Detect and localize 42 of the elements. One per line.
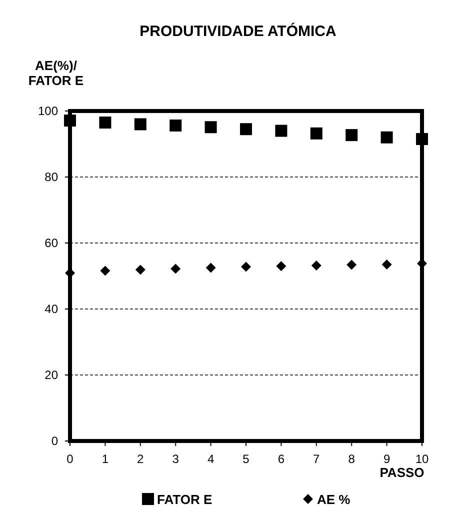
- point: [64, 114, 76, 127]
- point: [206, 262, 216, 273]
- point: [170, 264, 181, 274]
- point: [275, 124, 288, 137]
- x-tick-label: 10: [415, 452, 429, 466]
- y-tick-label: 40: [44, 302, 58, 316]
- y-tick-label: 60: [44, 236, 58, 250]
- x-tick-label: 0: [66, 452, 74, 466]
- point: [99, 116, 112, 129]
- point: [346, 129, 358, 142]
- x-tick-label: 4: [207, 452, 214, 466]
- point: [346, 260, 357, 270]
- point: [416, 133, 428, 146]
- x-tick-label: 3: [172, 452, 180, 466]
- x-axis-title: PASSO: [380, 465, 424, 480]
- point: [311, 260, 322, 270]
- x-tick-label: 5: [242, 452, 250, 466]
- point: [100, 266, 110, 276]
- point: [240, 123, 252, 136]
- point: [241, 262, 251, 272]
- chart-title: PRODUTIVIDADE ATÓMICA: [140, 22, 336, 40]
- legend-label: AE %: [317, 492, 351, 507]
- point: [310, 127, 322, 140]
- point: [276, 261, 286, 272]
- legend-label: FATOR E: [157, 492, 212, 507]
- x-tick-label: 7: [313, 452, 320, 466]
- x-tick-label: 1: [102, 452, 109, 466]
- point: [382, 259, 392, 270]
- point: [170, 120, 182, 132]
- point: [380, 131, 393, 144]
- x-tick-label: 8: [348, 452, 356, 466]
- y-tick-label: 100: [38, 104, 58, 118]
- x-tick-label: 2: [137, 452, 144, 466]
- x-tick-label: 6: [278, 452, 285, 466]
- y-axis-title: AE(%)/ FATOR E: [28, 58, 84, 88]
- y-tick-label: 0: [51, 434, 58, 448]
- y-tick-label: 80: [44, 170, 58, 184]
- point: [204, 121, 217, 134]
- point: [135, 264, 146, 275]
- point: [134, 118, 146, 130]
- y-tick-label: 20: [44, 368, 58, 382]
- x-tick-label: 9: [383, 452, 390, 466]
